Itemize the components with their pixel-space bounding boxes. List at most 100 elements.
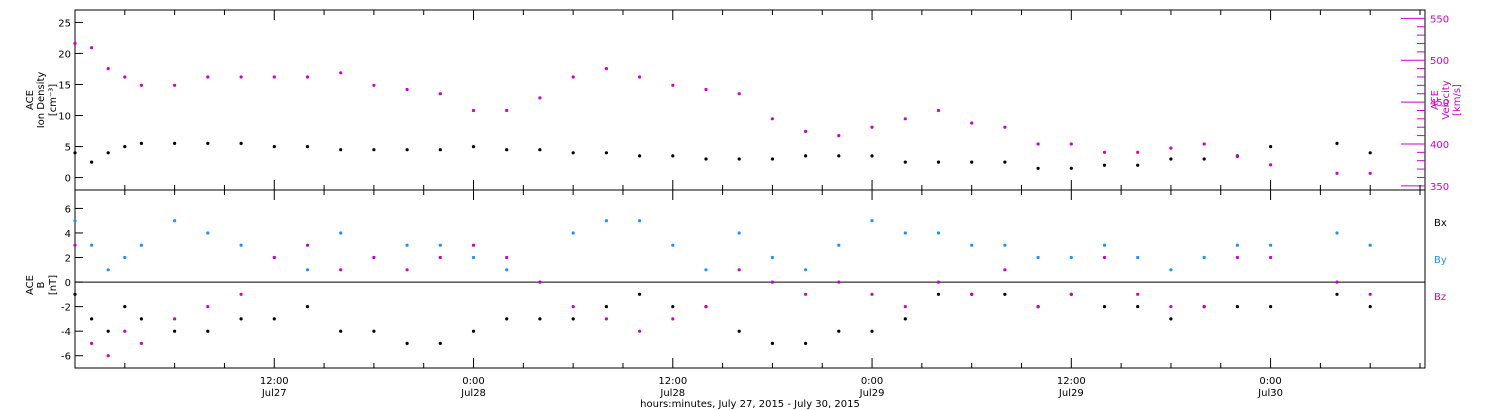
velocity-0-point-3 bbox=[123, 75, 127, 79]
field-0-point-8 bbox=[272, 317, 276, 321]
field-1-point-31 bbox=[1036, 255, 1040, 260]
legend-by: By bbox=[1434, 255, 1447, 266]
velocity-0-point-10 bbox=[339, 71, 343, 75]
density-0-point-15 bbox=[505, 148, 509, 152]
field-2-point-0 bbox=[73, 243, 77, 247]
field-0-point-23 bbox=[770, 341, 775, 345]
field-2-point-28 bbox=[936, 280, 941, 284]
density-ylabel-1: ACE bbox=[25, 90, 36, 110]
density-0-point-9 bbox=[305, 145, 310, 149]
velocity-tick-label: 400 bbox=[1430, 140, 1449, 151]
field-0-point-5 bbox=[173, 329, 177, 333]
density-0-point-16 bbox=[538, 148, 542, 152]
field-0-point-0 bbox=[73, 292, 77, 296]
x-tick-time-label: 12:00 bbox=[1057, 376, 1086, 387]
velocity-0-point-11 bbox=[372, 83, 376, 87]
field-1-point-39 bbox=[1335, 231, 1339, 235]
field-2-point-38 bbox=[1269, 255, 1273, 260]
field-1-point-32 bbox=[1069, 255, 1073, 260]
field-0-point-38 bbox=[1269, 305, 1273, 309]
plasma-panel-frame bbox=[74, 9, 1426, 191]
velocity-0-point-12 bbox=[405, 87, 409, 92]
field-2-point-21 bbox=[704, 305, 708, 309]
field-1-point-37 bbox=[1235, 243, 1239, 247]
x-tick-time-label: 12:00 bbox=[260, 376, 289, 387]
field-tick-label: -6 bbox=[61, 352, 71, 363]
x-tick-day-label: Jul28 bbox=[460, 388, 486, 399]
density-0-point-3 bbox=[123, 145, 127, 149]
field-1-point-9 bbox=[305, 268, 310, 272]
legend-bz: Bz bbox=[1434, 292, 1446, 303]
field-1-point-30 bbox=[1003, 243, 1007, 247]
x-tick-time-label: 0:00 bbox=[462, 376, 484, 387]
velocity-0-point-39 bbox=[1335, 171, 1339, 175]
field-1-point-1 bbox=[90, 243, 94, 247]
density-tick-label: 25 bbox=[58, 18, 71, 29]
density-0-point-8 bbox=[272, 145, 276, 149]
field-0-point-10 bbox=[339, 329, 343, 333]
density-tick-label: 10 bbox=[58, 112, 71, 123]
density-0-point-13 bbox=[438, 148, 442, 152]
velocity-0-point-34 bbox=[1136, 150, 1140, 154]
density-0-point-31 bbox=[1036, 166, 1040, 170]
density-tick-label: 0 bbox=[65, 174, 71, 185]
field-1-point-6 bbox=[206, 231, 210, 235]
field-tick-label: -2 bbox=[61, 303, 71, 314]
field-1-point-25 bbox=[837, 243, 841, 247]
field-2-point-29 bbox=[970, 292, 974, 296]
velocity-0-point-6 bbox=[206, 75, 210, 79]
x-tick-day-label: Jul29 bbox=[859, 388, 885, 399]
field-0-point-22 bbox=[737, 329, 741, 333]
field-1-point-36 bbox=[1202, 255, 1206, 260]
density-0-point-24 bbox=[804, 154, 808, 158]
field-1-point-2 bbox=[106, 268, 110, 272]
density-0-point-0 bbox=[73, 151, 77, 155]
field-1-point-29 bbox=[970, 243, 974, 247]
velocity-0-point-23 bbox=[770, 117, 775, 121]
x-tick-day-label: Jul28 bbox=[659, 388, 685, 399]
field-tick-label: 6 bbox=[65, 204, 71, 215]
density-0-point-6 bbox=[206, 141, 210, 145]
velocity-0-point-38 bbox=[1269, 163, 1273, 167]
density-0-point-11 bbox=[372, 148, 376, 152]
field-panel-frame bbox=[74, 189, 1426, 369]
field-1-point-21 bbox=[704, 268, 708, 272]
density-0-point-22 bbox=[737, 157, 741, 161]
velocity-0-point-26 bbox=[870, 125, 874, 129]
field-2-point-15 bbox=[505, 255, 509, 260]
velocity-0-point-4 bbox=[139, 83, 143, 87]
field-1-point-22 bbox=[737, 231, 741, 235]
velocity-0-point-0 bbox=[73, 41, 77, 46]
x-tick-day-label: Jul30 bbox=[1257, 388, 1283, 399]
field-0-point-35 bbox=[1169, 317, 1173, 321]
field-1-point-7 bbox=[239, 243, 243, 247]
field-0-point-33 bbox=[1102, 305, 1107, 309]
field-2-point-23 bbox=[770, 280, 775, 284]
density-0-point-26 bbox=[870, 154, 874, 158]
field-2-point-26 bbox=[870, 292, 874, 296]
x-tick-time-label: 0:00 bbox=[861, 376, 883, 387]
field-2-point-6 bbox=[206, 305, 210, 309]
velocity-0-point-18 bbox=[604, 67, 609, 71]
velocity-0-point-35 bbox=[1169, 146, 1173, 150]
field-ylabel-3: [nT] bbox=[48, 275, 59, 295]
velocity-0-point-8 bbox=[272, 75, 276, 79]
field-1-point-23 bbox=[770, 255, 775, 260]
field-0-point-1 bbox=[90, 317, 94, 321]
density-ylabel-2: Ion Density bbox=[36, 72, 47, 129]
velocity-tick-label: 500 bbox=[1430, 56, 1449, 67]
field-0-point-39 bbox=[1335, 292, 1339, 296]
field-0-point-2 bbox=[106, 329, 110, 333]
field-0-point-12 bbox=[405, 341, 409, 345]
velocity-0-point-13 bbox=[438, 92, 442, 96]
field-1-point-24 bbox=[804, 268, 808, 272]
velocity-tick-label: 350 bbox=[1430, 182, 1449, 193]
field-2-point-35 bbox=[1169, 305, 1173, 309]
field-0-point-17 bbox=[571, 317, 575, 321]
x-tick-time-label: 0:00 bbox=[1259, 376, 1281, 387]
field-2-point-40 bbox=[1368, 292, 1372, 296]
x-tick-time-label: 12:00 bbox=[658, 376, 687, 387]
density-0-point-12 bbox=[405, 148, 409, 152]
density-0-point-21 bbox=[704, 157, 708, 161]
density-0-point-29 bbox=[970, 160, 974, 164]
